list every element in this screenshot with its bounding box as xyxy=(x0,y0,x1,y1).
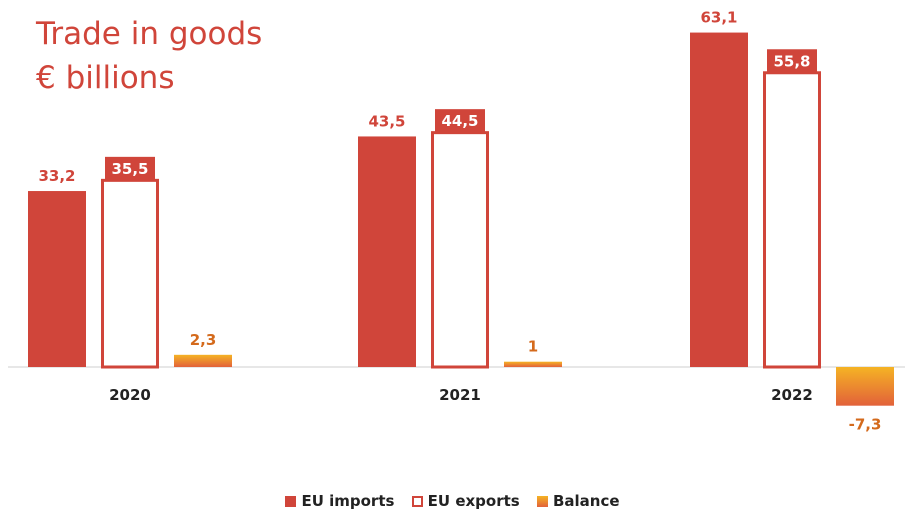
legend-swatch-exports xyxy=(411,496,423,507)
data-label-eu-exports-2021: 44,5 xyxy=(441,112,478,130)
bar-eu-imports-2021 xyxy=(358,136,416,367)
bar-eu-exports-2020 xyxy=(101,178,159,369)
data-label-eu-imports-2020: 33,2 xyxy=(38,167,75,185)
legend-label-exports: EU exports xyxy=(427,492,520,510)
bar-balance-2020 xyxy=(174,354,232,367)
bar-eu-exports-2022 xyxy=(763,71,821,369)
data-label-eu-exports-2022: 55,8 xyxy=(773,52,810,70)
data-label-balance-2022: -7,3 xyxy=(849,416,882,434)
x-tick-label-2021: 2021 xyxy=(439,386,481,404)
data-label-bg-eu-exports-2020 xyxy=(105,156,155,181)
legend-label-imports: EU imports xyxy=(301,492,395,510)
legend-item-balance: Balance xyxy=(536,492,620,510)
title-line-1: Trade in goods xyxy=(36,16,263,52)
legend-item-imports: EU imports xyxy=(285,492,394,510)
data-label-eu-exports-2020: 35,5 xyxy=(111,160,148,178)
legend-swatch-balance xyxy=(536,496,548,507)
x-tick-label-2020: 2020 xyxy=(109,386,151,404)
data-label-eu-imports-2021: 43,5 xyxy=(368,112,405,130)
data-label-balance-2020: 2,3 xyxy=(190,331,217,349)
bar-balance-2021 xyxy=(504,361,562,367)
legend-swatch-imports xyxy=(285,496,297,507)
bar-balance-2022 xyxy=(836,367,894,406)
chart-title: Trade in goods € billions xyxy=(36,12,262,100)
legend-item-exports: EU exports xyxy=(411,492,520,510)
bar-eu-exports-2021 xyxy=(431,131,489,369)
x-tick-label-2022: 2022 xyxy=(771,386,813,404)
bar-eu-imports-2020 xyxy=(28,191,86,367)
title-line-2: € billions xyxy=(36,60,175,96)
bar-eu-imports-2022 xyxy=(690,32,748,367)
data-label-bg-eu-exports-2021 xyxy=(435,109,485,134)
data-label-balance-2021: 1 xyxy=(528,338,538,356)
legend-label-balance: Balance xyxy=(552,492,620,510)
legend: EU imports EU exports Balance xyxy=(0,492,905,510)
data-label-eu-imports-2022: 63,1 xyxy=(700,9,737,27)
data-label-bg-eu-exports-2022 xyxy=(767,49,817,74)
